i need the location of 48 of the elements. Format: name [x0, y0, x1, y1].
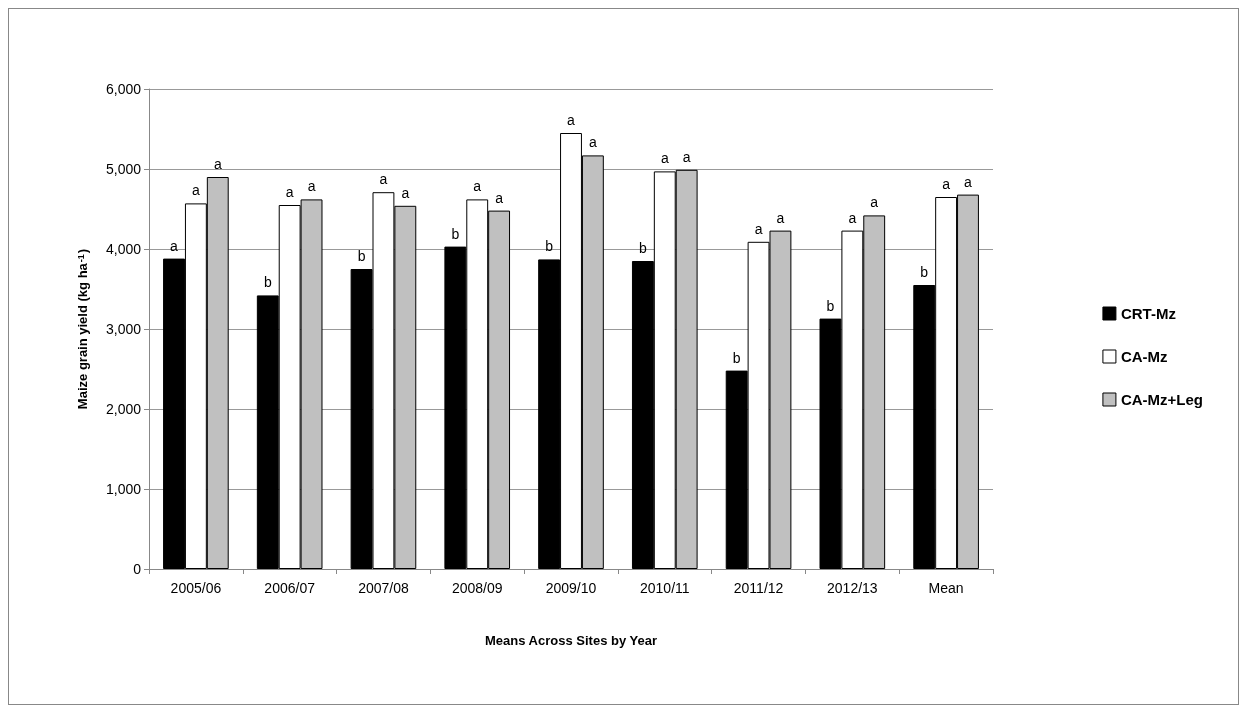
- data-label: b: [357, 248, 366, 264]
- x-tick-label: 2010/11: [639, 580, 690, 596]
- data-label: a: [285, 184, 294, 200]
- data-label: a: [473, 178, 482, 195]
- data-label: a: [682, 148, 691, 165]
- data-label: a: [401, 184, 410, 201]
- legend-label: CA-Mz+Leg: [1120, 391, 1204, 408]
- data-label: a: [776, 209, 785, 226]
- x-tick-label: 2009/10: [545, 580, 597, 596]
- data-label: a: [495, 189, 504, 206]
- data-label: a: [307, 178, 316, 195]
- data-label: a: [170, 237, 179, 254]
- data-label: b: [639, 240, 647, 256]
- data-label: a: [964, 173, 973, 190]
- data-label: a: [588, 134, 597, 151]
- data-label: a: [942, 176, 951, 192]
- y-tick-label: 5,000: [105, 161, 142, 177]
- legend-label: CA-Mz: [1120, 348, 1168, 365]
- x-tick-label: 2012/13: [827, 580, 878, 596]
- data-label: a: [660, 150, 669, 167]
- data-label: a: [848, 209, 857, 226]
- data-label: a: [754, 220, 763, 237]
- x-tick-label: 2011/12: [733, 580, 784, 596]
- y-tick-label: 6,000: [105, 81, 142, 97]
- data-label: b: [545, 238, 554, 255]
- data-label: b: [920, 264, 929, 280]
- data-label: b: [263, 274, 272, 291]
- legend-label: CRT-Mz: [1120, 305, 1176, 322]
- x-tick-label: 2007/08: [358, 580, 409, 596]
- y-tick-label: 4,000: [105, 241, 142, 257]
- y-tick-label: 1,000: [105, 481, 142, 497]
- data-label: a: [567, 112, 576, 128]
- data-label: b: [451, 225, 460, 242]
- y-tick-label: 0: [133, 561, 142, 577]
- data-label: a: [870, 194, 879, 211]
- x-axis-title: Means Across Sites by Year: [485, 633, 657, 648]
- data-label: a: [379, 171, 388, 188]
- data-label: a: [191, 182, 200, 199]
- data-label: b: [732, 349, 741, 366]
- x-tick-label: 2006/07: [264, 580, 316, 596]
- data-label: a: [213, 156, 222, 172]
- y-tick-label: 2,000: [105, 401, 142, 417]
- x-tick-label: 2005/06: [170, 580, 222, 596]
- x-tick-label: 2008/09: [451, 580, 503, 596]
- data-label: b: [826, 297, 835, 314]
- y-tick-label: 3,000: [105, 321, 142, 337]
- y-axis-title: Maize grain yield (kg ha-1): [75, 248, 90, 410]
- x-tick-label: Mean: [928, 580, 964, 596]
